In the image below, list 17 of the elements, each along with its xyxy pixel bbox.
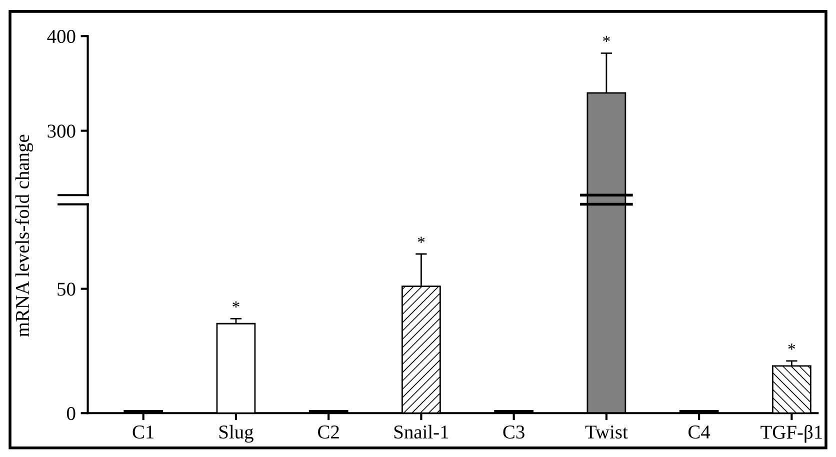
annotation: * — [418, 236, 425, 243]
x-tick-label: C3 — [503, 426, 524, 439]
y-tick-label: 50 — [58, 282, 76, 296]
annotation: * — [788, 344, 796, 350]
x-tick-label: Slug — [219, 424, 254, 443]
annotation: * — [232, 301, 240, 308]
y-tick-label: 400 — [47, 30, 76, 44]
x-tick-label: C1 — [132, 426, 154, 439]
annotation: * — [603, 36, 610, 42]
x-tick-label: TGF-β1 — [760, 424, 822, 443]
x-tick-label: Snail-1 — [394, 424, 448, 439]
y-tick-label: 300 — [48, 124, 76, 138]
x-tick-label: Twist — [585, 426, 628, 439]
x-tick-label: C4 — [688, 426, 710, 439]
y-axis-title: mRNA levels-fold change — [15, 134, 34, 337]
y-tick-label: 0 — [66, 406, 76, 420]
x-tick-label: C2 — [318, 426, 339, 439]
